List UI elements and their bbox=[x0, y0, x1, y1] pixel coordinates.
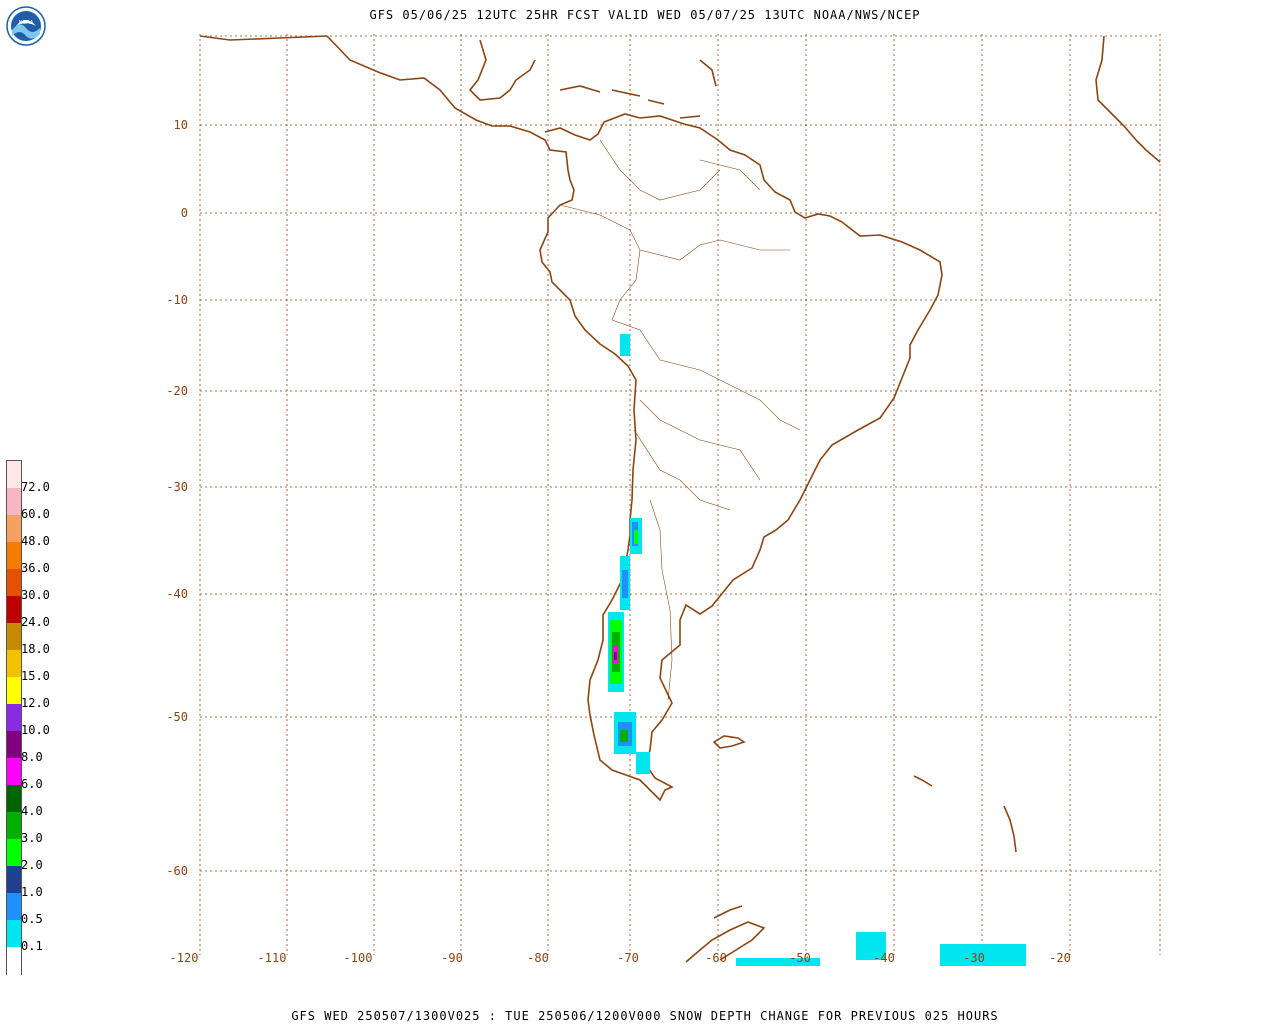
legend-label: 3.0 bbox=[21, 831, 43, 845]
legend-label: 10.0 bbox=[21, 723, 50, 737]
lon-label: -60 bbox=[705, 951, 727, 965]
color-legend bbox=[6, 460, 22, 975]
legend-swatch bbox=[7, 623, 21, 651]
lon-label: -120 bbox=[169, 951, 199, 965]
legend-swatch bbox=[7, 893, 21, 921]
south-sandwich-islands bbox=[1003, 805, 1017, 853]
legend-label: 8.0 bbox=[21, 750, 43, 764]
lon-label: -50 bbox=[789, 951, 811, 965]
legend-label: 60.0 bbox=[21, 507, 50, 521]
continent-coastlines bbox=[199, 35, 1161, 963]
legend-swatch bbox=[7, 596, 21, 624]
legend-swatch bbox=[7, 650, 21, 678]
country-borders bbox=[559, 139, 801, 701]
central-america-coastline bbox=[199, 35, 536, 101]
lon-label: -110 bbox=[257, 951, 287, 965]
legend-swatch bbox=[7, 569, 21, 597]
legend-swatch bbox=[7, 758, 21, 786]
legend-label: 1.0 bbox=[21, 885, 43, 899]
legend-label: 4.0 bbox=[21, 804, 43, 818]
legend-label: 0.1 bbox=[21, 939, 43, 953]
snow-depth-change-shading bbox=[608, 334, 1026, 966]
legend-swatch bbox=[7, 515, 21, 543]
map-caption: GFS WED 250507/1300V025 : TUE 250506/120… bbox=[291, 1009, 999, 1023]
lat-label: -50 bbox=[166, 710, 188, 724]
legend-swatch bbox=[7, 785, 21, 813]
south-georgia-coastline bbox=[913, 775, 933, 787]
legend-label: 15.0 bbox=[21, 669, 50, 683]
lon-label: -40 bbox=[873, 951, 895, 965]
lat-label: 10 bbox=[173, 118, 188, 132]
legend-swatch bbox=[7, 677, 21, 705]
legend-label: 2.0 bbox=[21, 858, 43, 872]
lat-label: -10 bbox=[166, 293, 188, 307]
legend-swatch bbox=[7, 731, 21, 759]
lon-label: -30 bbox=[963, 951, 985, 965]
legend-label: 48.0 bbox=[21, 534, 50, 548]
legend-swatch bbox=[7, 704, 21, 732]
south-america-coastline bbox=[326, 35, 943, 802]
lat-lon-grid bbox=[199, 34, 1161, 955]
legend-swatch bbox=[7, 839, 21, 867]
legend-swatch bbox=[7, 461, 21, 489]
map-title: GFS 05/06/25 12UTC 25HR FCST VALID WED 0… bbox=[369, 8, 921, 22]
legend-label: 30.0 bbox=[21, 588, 50, 602]
lat-label: -60 bbox=[166, 864, 188, 878]
noaa-logo: NOAA bbox=[6, 6, 46, 46]
falklands-coastline bbox=[712, 735, 746, 749]
antarctic-peninsula-coastline bbox=[685, 905, 766, 963]
legend-swatch bbox=[7, 812, 21, 840]
lon-label: -70 bbox=[617, 951, 639, 965]
legend-swatch bbox=[7, 920, 21, 948]
lon-label: -20 bbox=[1049, 951, 1071, 965]
logo-text: NOAA bbox=[19, 20, 34, 26]
lat-label: -20 bbox=[166, 384, 188, 398]
legend-label: 12.0 bbox=[21, 696, 50, 710]
legend-label: 36.0 bbox=[21, 561, 50, 575]
caribbean-islands-coastline bbox=[559, 59, 717, 119]
legend-label: 0.5 bbox=[21, 912, 43, 926]
lat-label: -40 bbox=[166, 587, 188, 601]
lon-label: -80 bbox=[527, 951, 549, 965]
legend-swatch bbox=[7, 542, 21, 570]
legend-swatch bbox=[7, 947, 21, 975]
lon-label: -100 bbox=[343, 951, 373, 965]
legend-label: 18.0 bbox=[21, 642, 50, 656]
lat-label: 0 bbox=[180, 206, 188, 220]
legend-swatch bbox=[7, 488, 21, 516]
lat-label: -30 bbox=[166, 480, 188, 494]
legend-label: 6.0 bbox=[21, 777, 43, 791]
lon-label: -90 bbox=[441, 951, 463, 965]
legend-swatch bbox=[7, 866, 21, 894]
africa-coastline bbox=[1095, 35, 1161, 163]
legend-label: 72.0 bbox=[21, 480, 50, 494]
legend-label: 24.0 bbox=[21, 615, 50, 629]
